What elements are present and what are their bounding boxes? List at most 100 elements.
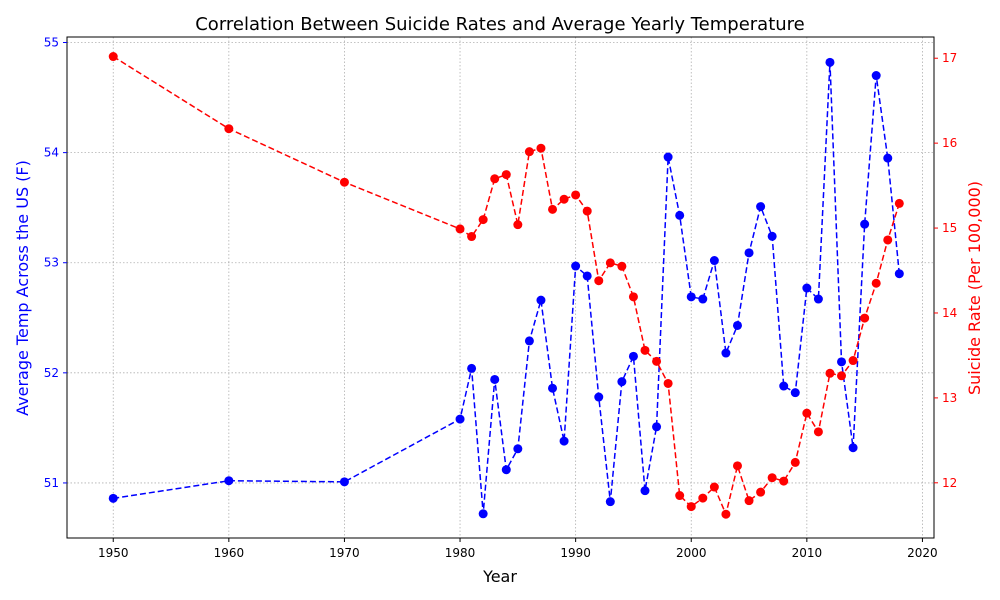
temperature-point [582, 271, 592, 281]
temperature-point [848, 443, 858, 453]
suicide-rate-point [860, 313, 870, 323]
temperature-point [663, 152, 673, 162]
suicide-rate-point [894, 198, 904, 208]
temperature-series [108, 57, 904, 519]
temperature-point [224, 476, 234, 486]
suicide-rate-point [605, 258, 615, 268]
right-tick-label: 12 [942, 476, 957, 490]
right-tick-label: 15 [942, 221, 957, 235]
temperature-point [744, 248, 754, 258]
temperature-point [559, 436, 569, 446]
left-tick-label: 51 [44, 476, 59, 490]
suicide-rate-line [112, 55, 901, 517]
temperature-point [478, 509, 488, 519]
suicide-rate-point [813, 427, 823, 437]
suicide-rate-point [501, 170, 511, 180]
temperature-point [571, 261, 581, 271]
temperature-point [513, 444, 523, 454]
x-axis-ticks: 1950 1960 1970 1980 1990 2000 2010 2020 [98, 538, 938, 560]
suicide-rate-point [513, 220, 523, 230]
left-tick-label: 52 [44, 366, 59, 380]
x-tick-label: 2020 [907, 546, 938, 560]
temperature-point [524, 336, 534, 346]
suicide-rate-point [571, 190, 581, 200]
suicide-rate-point [548, 204, 558, 214]
right-axis-label: Suicide Rate (Per 100,000) [965, 181, 984, 395]
temperature-point [698, 294, 708, 304]
temperature-point [732, 320, 742, 330]
x-tick-label: 1990 [560, 546, 591, 560]
temperature-point [108, 493, 118, 503]
suicide-rate-point [663, 378, 673, 388]
temperature-point [640, 486, 650, 496]
temperature-point [617, 377, 627, 387]
temperature-point [767, 231, 777, 241]
temperature-point [709, 256, 719, 266]
suicide-rate-point [756, 487, 766, 497]
right-tick-label: 17 [942, 51, 957, 65]
left-tick-label: 55 [44, 36, 59, 50]
suicide-rate-point [848, 356, 858, 366]
suicide-rate-point [640, 345, 650, 355]
temperature-point [871, 71, 881, 81]
right-tick-label: 13 [942, 391, 957, 405]
suicide-rate-point [594, 276, 604, 286]
grid [67, 37, 934, 538]
suicide-rate-point [790, 457, 800, 467]
temperature-line [113, 62, 901, 514]
temperature-point [675, 210, 685, 220]
temperature-point [756, 202, 766, 212]
temperature-point [339, 477, 349, 487]
x-tick-label: 1970 [329, 546, 360, 560]
suicide-rate-point [224, 124, 234, 134]
temperature-point [860, 219, 870, 229]
temperature-point [652, 422, 662, 432]
temperature-point [894, 269, 904, 279]
suicide-rate-point [536, 143, 546, 153]
suicide-rate-point [732, 461, 742, 471]
x-tick-label: 1980 [445, 546, 476, 560]
suicide-rate-point [709, 482, 719, 492]
suicide-rate-point [871, 278, 881, 288]
temperature-point [490, 374, 500, 384]
plot-frame [66, 36, 935, 539]
x-tick-label: 2010 [792, 546, 823, 560]
suicide-rate-point [825, 368, 835, 378]
left-tick-label: 54 [44, 146, 59, 160]
suicide-rate-point [455, 224, 465, 234]
suicide-rate-series [108, 52, 904, 519]
suicide-rate-point [559, 194, 569, 204]
left-axis-ticks: 51 52 53 54 55 [44, 36, 67, 490]
temperature-point [837, 357, 847, 367]
right-axis-ticks: 12 13 14 15 16 17 [934, 51, 957, 490]
suicide-rate-point [652, 356, 662, 366]
temperature-point [467, 363, 477, 373]
x-axis-label: Year [482, 567, 517, 586]
suicide-rate-point [108, 52, 118, 62]
suicide-rate-point [698, 493, 708, 503]
x-tick-label: 2000 [676, 546, 707, 560]
suicide-rate-point [628, 292, 638, 302]
x-tick-label: 1950 [98, 546, 129, 560]
temperature-point [455, 414, 465, 424]
right-tick-label: 16 [942, 136, 957, 150]
suicide-rate-point [686, 502, 696, 512]
temperature-point [779, 381, 789, 391]
temperature-point [548, 383, 558, 393]
suicide-rate-point [524, 147, 534, 157]
chart-title: Correlation Between Suicide Rates and Av… [195, 14, 805, 35]
temperature-point [825, 57, 835, 67]
temperature-point [628, 351, 638, 361]
left-axis-label: Average Temp Across the US (F) [13, 160, 32, 416]
x-tick-label: 1960 [214, 546, 245, 560]
suicide-rate-point [779, 476, 789, 486]
left-tick-label: 53 [44, 256, 59, 270]
suicide-rate-point [478, 215, 488, 225]
temperature-point [721, 348, 731, 358]
suicide-rate-point [744, 496, 754, 506]
suicide-rate-point [339, 177, 349, 187]
suicide-rate-point [617, 261, 627, 271]
suicide-rate-point [721, 509, 731, 519]
temperature-point [594, 392, 604, 402]
